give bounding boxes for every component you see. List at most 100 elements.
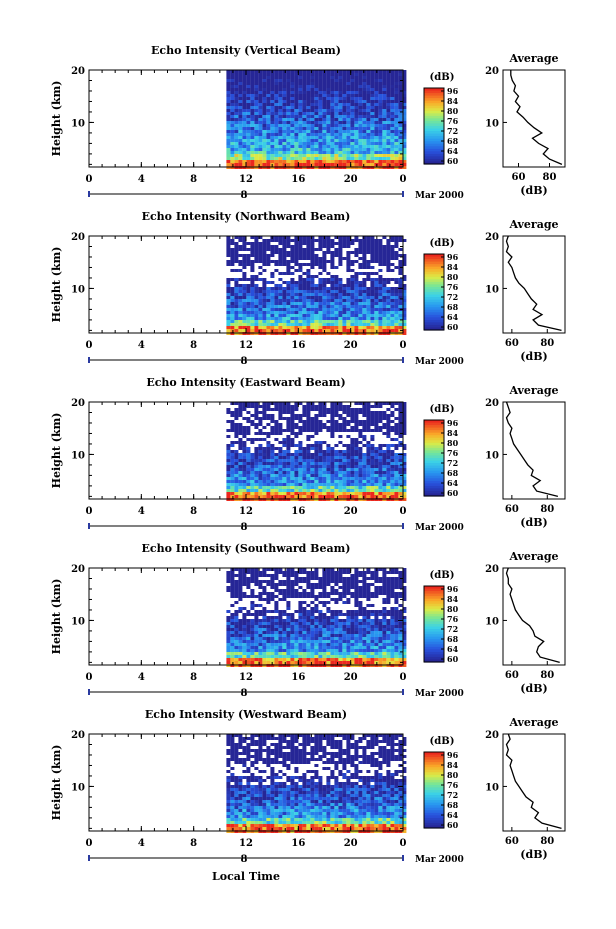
heatmap-cell: [266, 121, 271, 124]
heatmap-cell: [394, 402, 399, 405]
heatmap-cell: [230, 82, 235, 85]
heatmap-cell: [298, 109, 303, 112]
heatmap-cell: [306, 462, 311, 465]
heatmap-cell: [358, 118, 363, 121]
heatmap-cell: [238, 302, 243, 305]
heatmap-cell: [322, 465, 327, 468]
heatmap-cell: [342, 284, 347, 287]
heatmap-cell: [234, 595, 239, 598]
heatmap-cell: [310, 139, 315, 142]
heatmap-cell: [242, 568, 247, 571]
heatmap-cell: [318, 411, 323, 414]
heatmap-cell: [278, 121, 283, 124]
heatmap-cell: [242, 91, 247, 94]
heatmap-cell: [294, 453, 299, 456]
heatmap-cell: [246, 583, 251, 586]
heatmap-cell: [346, 242, 351, 245]
heatmap-cell: [306, 248, 311, 251]
heatmap-cell: [294, 97, 299, 100]
heatmap-cell: [262, 127, 267, 130]
heatmap-cell: [282, 70, 287, 73]
heatmap-cell: [302, 248, 307, 251]
heatmap-cell: [226, 477, 231, 480]
heatmap-cell: [302, 73, 307, 76]
heatmap-cell: [318, 302, 323, 305]
colorbar-segment: [424, 281, 444, 285]
heatmap-cell: [322, 136, 327, 139]
heatmap-cell: [346, 151, 351, 154]
heatmap-cell: [334, 154, 339, 157]
heatmap-cell: [350, 462, 355, 465]
heatmap-cell: [306, 70, 311, 73]
y-tick-label: 20: [71, 232, 85, 243]
heatmap-cell: [366, 154, 371, 157]
heatmap-cell: [366, 115, 371, 118]
heatmap-cell: [402, 118, 407, 121]
heatmap-cell: [362, 278, 367, 281]
heatmap-cell: [382, 411, 387, 414]
heatmap-cell: [374, 121, 379, 124]
heatmap-cell: [346, 257, 351, 260]
heatmap-cell: [314, 480, 319, 483]
heatmap-cell: [330, 112, 335, 115]
heatmap-cell: [294, 106, 299, 109]
heatmap-cell: [298, 474, 303, 477]
heatmap-cell: [290, 646, 295, 649]
heatmap-cell: [230, 287, 235, 290]
heatmap-cell: [358, 311, 363, 314]
heatmap-cell: [226, 278, 231, 281]
heatmap-cell: [370, 73, 375, 76]
heatmap-cell: [254, 97, 259, 100]
heatmap-cell: [338, 459, 343, 462]
heatmap-cell: [258, 157, 263, 160]
heatmap-cell: [274, 82, 279, 85]
heatmap-cell: [382, 145, 387, 148]
heatmap-cell: [262, 133, 267, 136]
heatmap-cell: [298, 103, 303, 106]
heatmap-cell: [266, 616, 271, 619]
heatmap-cell: [278, 302, 283, 305]
heatmap-cell: [390, 314, 395, 317]
heatmap-cell: [250, 658, 255, 661]
heatmap-cell: [330, 139, 335, 142]
average-x-tick-label: 60: [505, 338, 519, 349]
heatmap-cell: [334, 296, 339, 299]
heatmap-cell: [286, 73, 291, 76]
heatmap-cell: [266, 130, 271, 133]
heatmap-cell: [298, 88, 303, 91]
heatmap-cell: [358, 115, 363, 118]
heatmap-cell: [262, 474, 267, 477]
heatmap-cell: [298, 634, 303, 637]
heatmap-cell: [342, 160, 347, 163]
heatmap-cell: [254, 100, 259, 103]
heatmap-cell: [350, 426, 355, 429]
heatmap-cell: [402, 314, 407, 317]
heatmap-cell: [394, 465, 399, 468]
heatmap-cell: [378, 112, 383, 115]
heatmap-cell: [258, 447, 263, 450]
heatmap-cell: [310, 103, 315, 106]
heatmap-cell: [294, 649, 299, 652]
heatmap-cell: [230, 106, 235, 109]
heatmap-cell: [310, 317, 315, 320]
heatmap-cell: [250, 468, 255, 471]
heatmap-cell: [334, 142, 339, 145]
heatmap-cell: [338, 465, 343, 468]
heatmap-cell: [322, 145, 327, 148]
heatmap-cell: [398, 76, 403, 79]
heatmap-cell: [302, 580, 307, 583]
heatmap-cell: [318, 266, 323, 269]
heatmap-cell: [342, 471, 347, 474]
heatmap-cell: [274, 601, 279, 604]
heatmap-cell: [398, 278, 403, 281]
heatmap-cell: [358, 411, 363, 414]
heatmap-cell: [398, 317, 403, 320]
heatmap-cell: [234, 610, 239, 613]
heatmap-cell: [354, 420, 359, 423]
colorbar-segment: [424, 430, 444, 434]
x-tick-label: 0: [86, 506, 93, 517]
heatmap-cell: [350, 495, 355, 498]
heatmap-cell: [330, 127, 335, 130]
heatmap-cell: [238, 145, 243, 148]
heatmap-cell: [242, 613, 247, 616]
